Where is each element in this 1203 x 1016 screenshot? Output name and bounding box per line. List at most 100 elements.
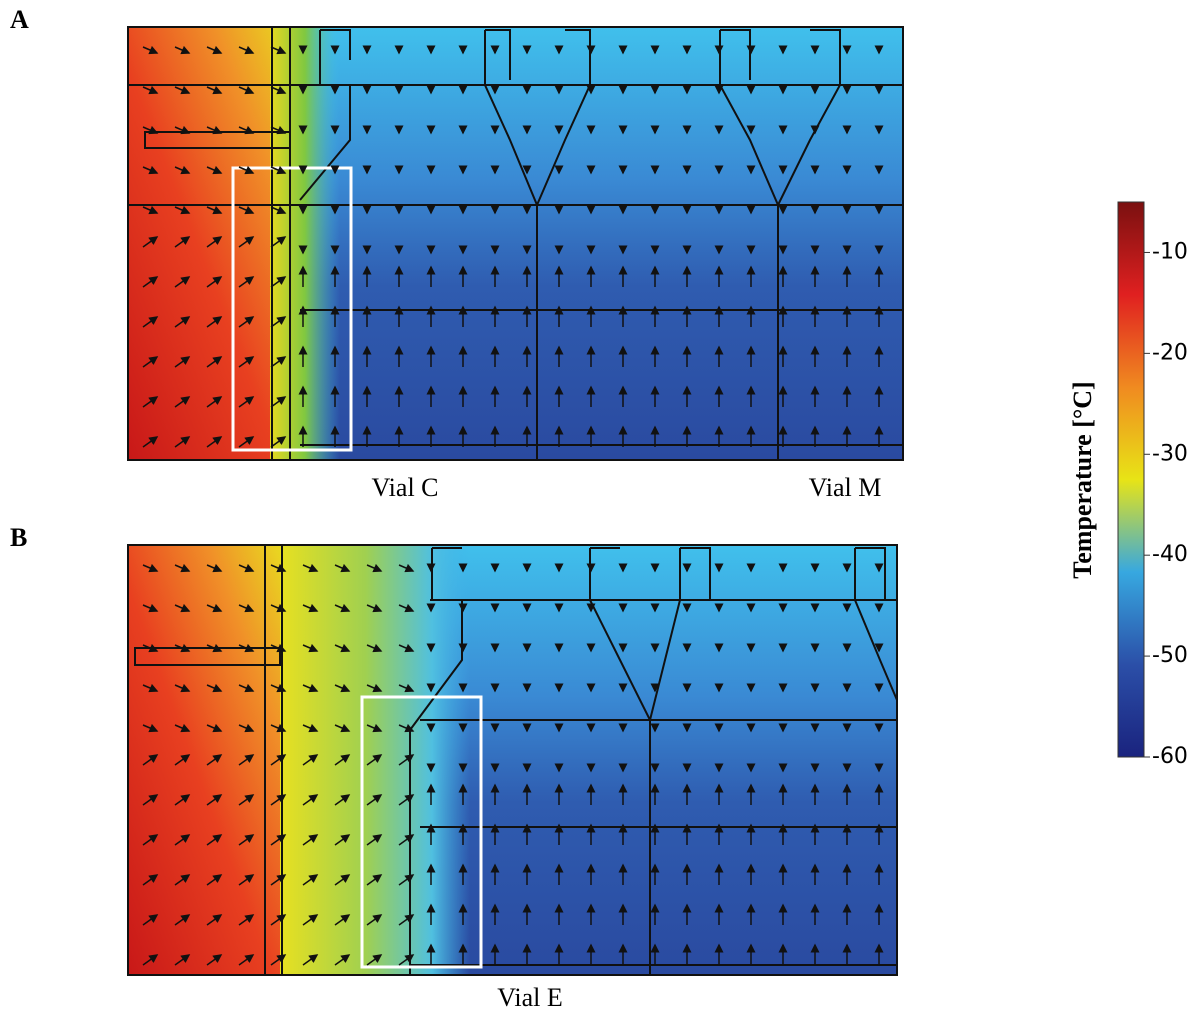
panel-label: A bbox=[10, 5, 29, 34]
arrow bbox=[206, 834, 223, 846]
arrow bbox=[398, 874, 415, 886]
arrow bbox=[174, 316, 191, 328]
arrow bbox=[174, 563, 191, 573]
arrow bbox=[142, 643, 159, 653]
arrow bbox=[238, 45, 255, 55]
flow-arrows bbox=[142, 45, 884, 966]
arrow bbox=[366, 874, 383, 886]
arrow bbox=[302, 794, 319, 806]
arrow bbox=[398, 683, 415, 693]
tick-label: -30 bbox=[1152, 441, 1188, 466]
arrow bbox=[334, 723, 351, 733]
arrow bbox=[206, 954, 223, 966]
arrow bbox=[174, 754, 191, 766]
arrow bbox=[142, 276, 159, 288]
arrow bbox=[206, 603, 223, 613]
arrow bbox=[398, 754, 415, 766]
tick-label: -10 bbox=[1152, 239, 1188, 264]
arrow bbox=[206, 205, 223, 215]
arrow bbox=[174, 276, 191, 288]
arrow bbox=[238, 643, 255, 653]
panel-label: B bbox=[10, 523, 27, 552]
arrow bbox=[366, 603, 383, 613]
vial-label: Vial M bbox=[809, 473, 882, 502]
arrow bbox=[270, 236, 287, 248]
arrow bbox=[398, 954, 415, 966]
arrow bbox=[238, 954, 255, 966]
colorbar-label: Temperature [°C] bbox=[1068, 381, 1097, 578]
arrow bbox=[398, 603, 415, 613]
arrow bbox=[334, 834, 351, 846]
arrow bbox=[174, 396, 191, 408]
arrow bbox=[142, 125, 159, 135]
arrow bbox=[142, 236, 159, 248]
arrow bbox=[270, 914, 287, 926]
arrow bbox=[302, 874, 319, 886]
arrow bbox=[206, 316, 223, 328]
arrow bbox=[366, 794, 383, 806]
arrow bbox=[206, 276, 223, 288]
arrow bbox=[206, 236, 223, 248]
arrow bbox=[142, 45, 159, 55]
arrow bbox=[334, 954, 351, 966]
arrow bbox=[238, 754, 255, 766]
arrow bbox=[366, 683, 383, 693]
colorbar: Temperature [°C] -10 -20 -30 -40 -50 -60 bbox=[1068, 201, 1188, 769]
panel-a: A Vial C Vial M bbox=[10, 5, 904, 502]
vial-label: Vial E bbox=[497, 983, 563, 1012]
arrow bbox=[142, 794, 159, 806]
arrow bbox=[398, 914, 415, 926]
arrow bbox=[238, 794, 255, 806]
arrow bbox=[270, 834, 287, 846]
arrow bbox=[206, 85, 223, 95]
arrow bbox=[334, 914, 351, 926]
arrow bbox=[142, 723, 159, 733]
arrow bbox=[174, 603, 191, 613]
arrow bbox=[174, 85, 191, 95]
arrow bbox=[142, 683, 159, 693]
arrow bbox=[206, 723, 223, 733]
arrow bbox=[366, 563, 383, 573]
arrow bbox=[302, 723, 319, 733]
arrow bbox=[238, 85, 255, 95]
arrow bbox=[174, 205, 191, 215]
arrow bbox=[238, 316, 255, 328]
arrow bbox=[238, 125, 255, 135]
arrow bbox=[174, 45, 191, 55]
arrow bbox=[334, 643, 351, 653]
arrow bbox=[366, 834, 383, 846]
arrow bbox=[174, 834, 191, 846]
arrow bbox=[238, 874, 255, 886]
arrow bbox=[302, 643, 319, 653]
arrow bbox=[206, 794, 223, 806]
arrow bbox=[238, 683, 255, 693]
arrow bbox=[366, 954, 383, 966]
arrow bbox=[174, 794, 191, 806]
arrow bbox=[302, 563, 319, 573]
arrow bbox=[174, 723, 191, 733]
arrow bbox=[398, 794, 415, 806]
arrow bbox=[270, 356, 287, 368]
arrow bbox=[238, 205, 255, 215]
arrow bbox=[302, 954, 319, 966]
arrow bbox=[398, 834, 415, 846]
arrow bbox=[270, 125, 287, 135]
arrow bbox=[302, 914, 319, 926]
arrow bbox=[270, 643, 287, 653]
arrow bbox=[174, 236, 191, 248]
arrow bbox=[238, 396, 255, 408]
arrow bbox=[238, 723, 255, 733]
arrow bbox=[174, 356, 191, 368]
arrow bbox=[302, 834, 319, 846]
arrow bbox=[206, 356, 223, 368]
arrow bbox=[174, 643, 191, 653]
arrow bbox=[270, 436, 287, 448]
arrow bbox=[270, 396, 287, 408]
arrow bbox=[366, 754, 383, 766]
arrow bbox=[142, 874, 159, 886]
arrow bbox=[334, 563, 351, 573]
arrow bbox=[174, 125, 191, 135]
arrow bbox=[206, 125, 223, 135]
arrow bbox=[174, 914, 191, 926]
arrow bbox=[238, 436, 255, 448]
